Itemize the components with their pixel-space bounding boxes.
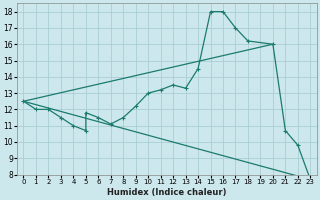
X-axis label: Humidex (Indice chaleur): Humidex (Indice chaleur) bbox=[107, 188, 227, 197]
